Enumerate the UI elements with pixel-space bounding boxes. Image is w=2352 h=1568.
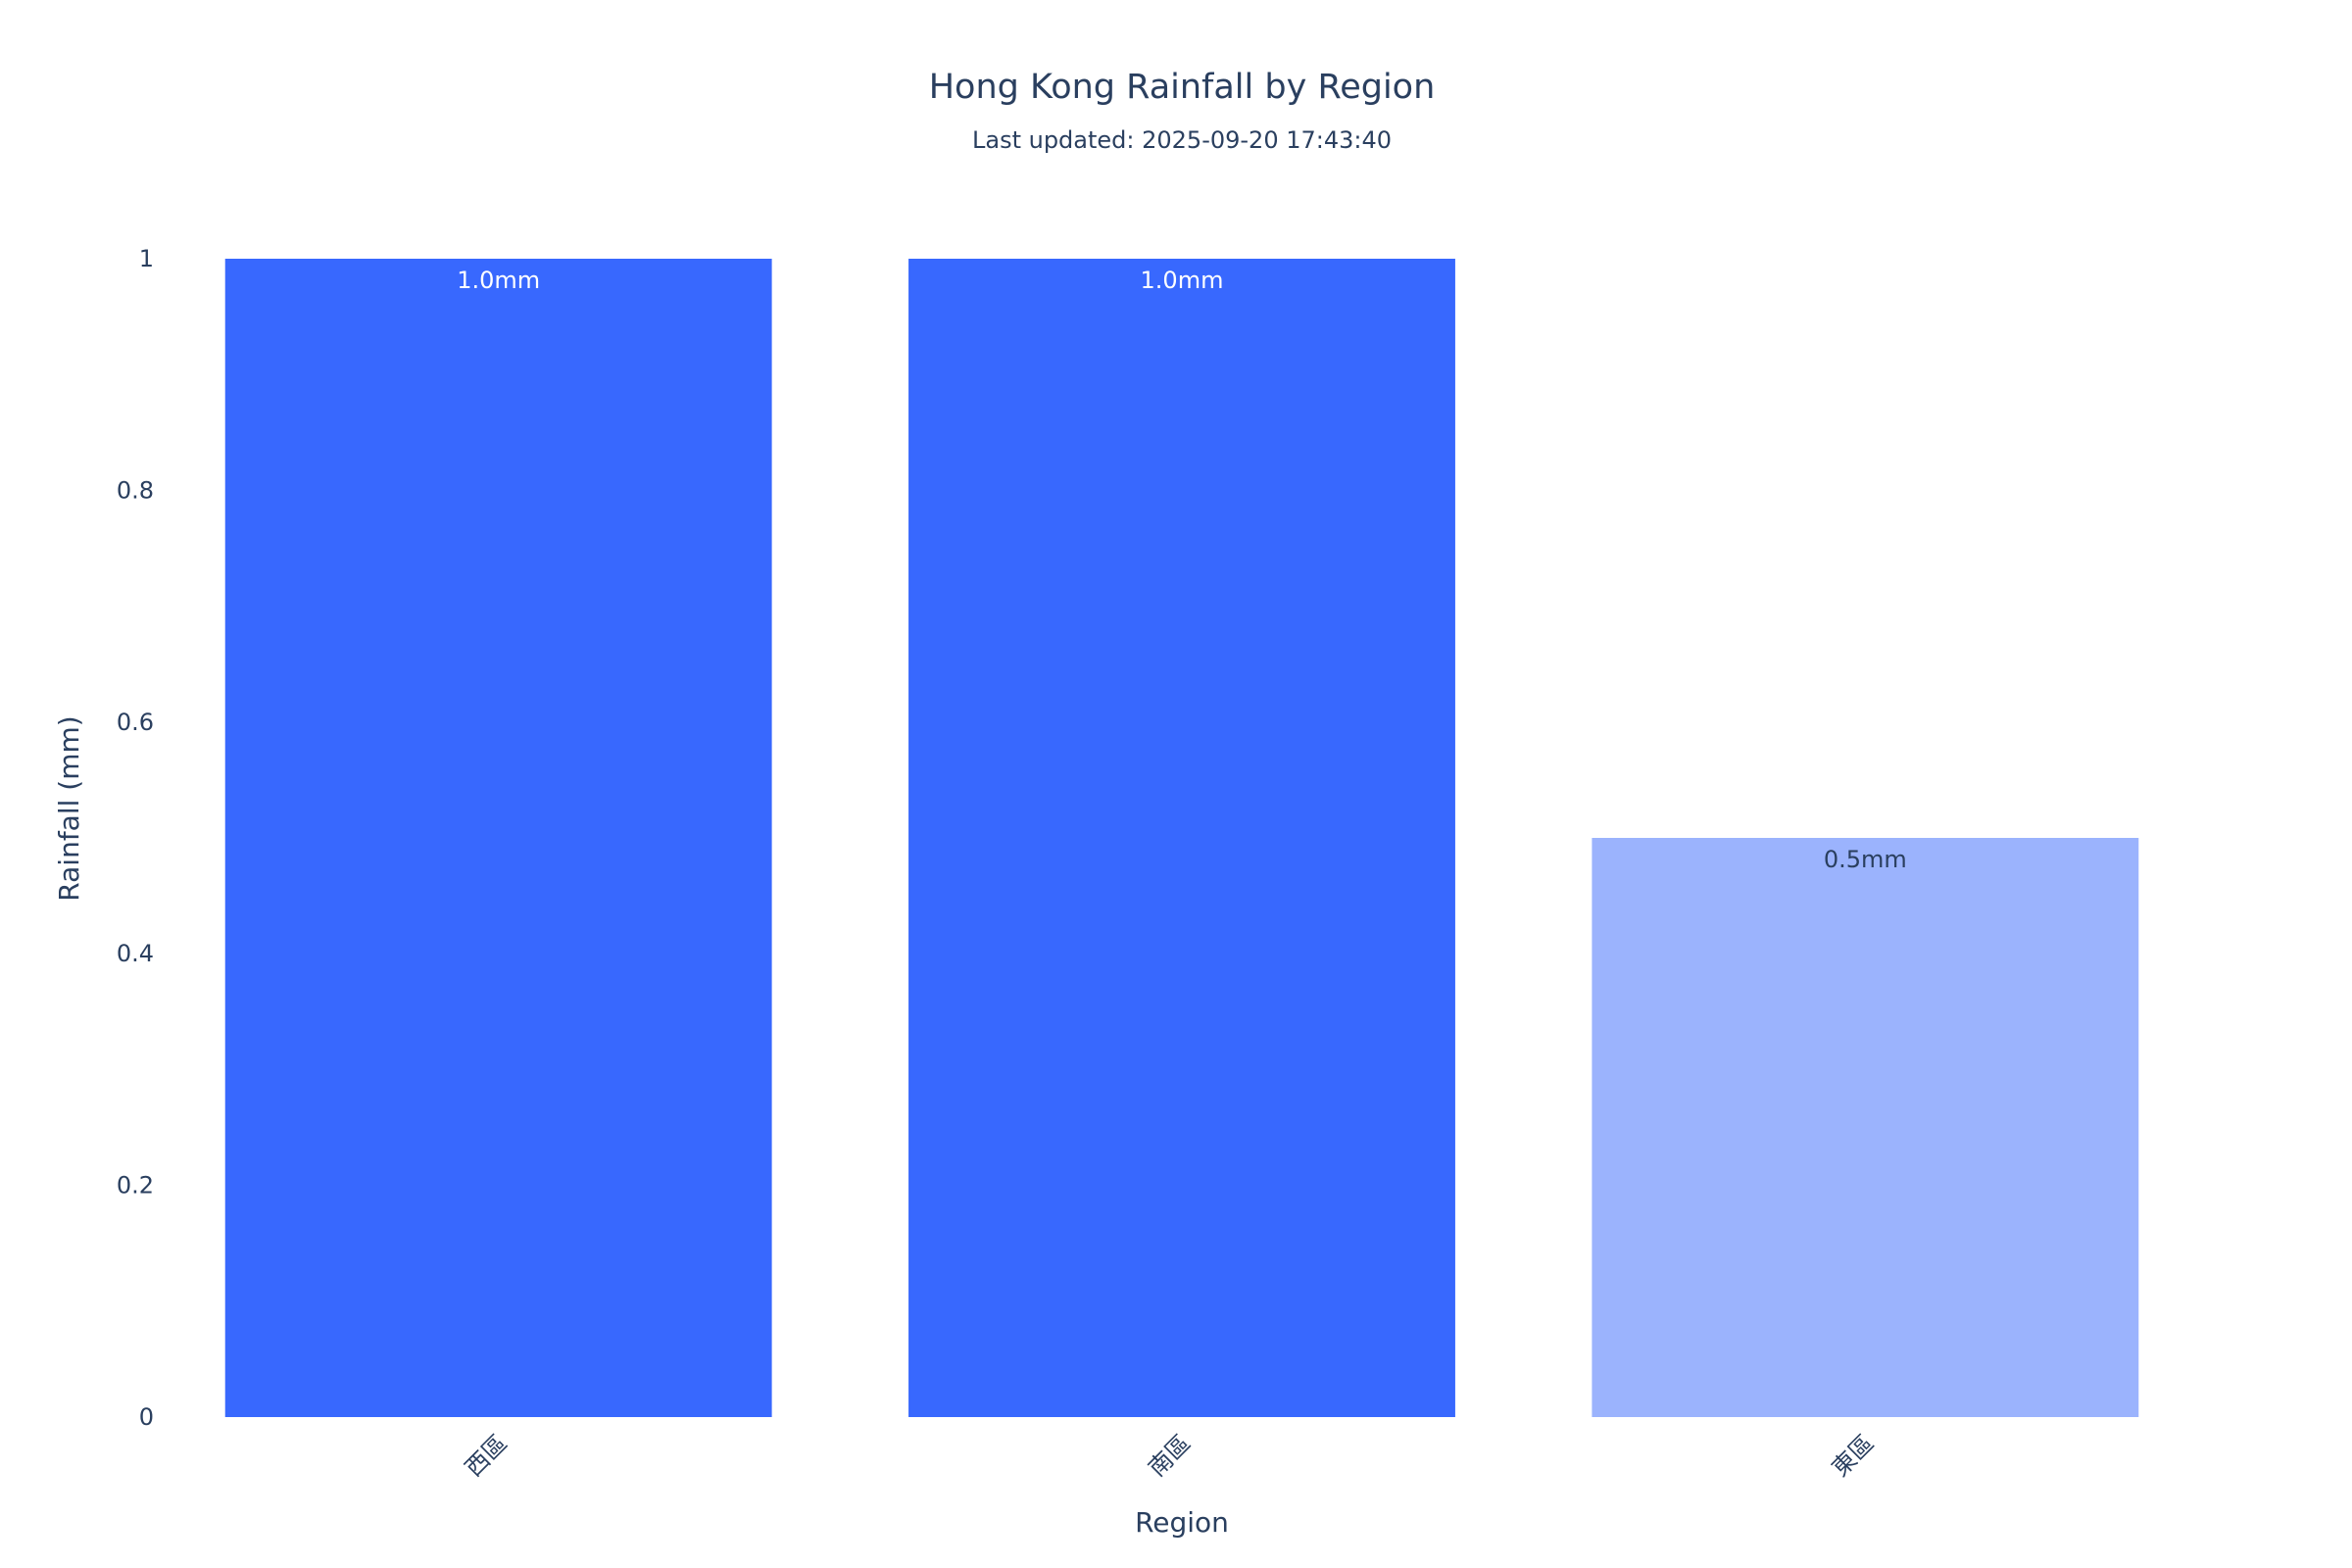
x-axis-ticks: 西區 南區 東區 bbox=[460, 1429, 1879, 1482]
bar-data-labels: 1.0mm 1.0mm 0.5mm bbox=[457, 267, 1907, 873]
y-tick-label: 0.8 bbox=[117, 476, 154, 504]
y-tick-label: 0.2 bbox=[117, 1172, 154, 1200]
y-tick-label: 0.4 bbox=[117, 940, 154, 967]
x-tick-label: 東區 bbox=[1827, 1429, 1880, 1482]
y-tick-label: 0.6 bbox=[117, 709, 154, 736]
y-tick-label: 0 bbox=[139, 1403, 154, 1431]
y-axis-title: Rainfall (mm) bbox=[53, 715, 85, 901]
bar bbox=[224, 259, 772, 1417]
y-axis-ticks: 0 0.2 0.4 0.6 0.8 1 bbox=[117, 245, 154, 1431]
bar-data-label: 0.5mm bbox=[1824, 846, 1907, 873]
bars-group bbox=[224, 259, 2139, 1417]
bar bbox=[1592, 838, 2139, 1417]
bar-data-label: 1.0mm bbox=[457, 267, 540, 294]
y-tick-label: 1 bbox=[139, 245, 154, 272]
bar-data-label: 1.0mm bbox=[1141, 267, 1224, 294]
x-axis-title: Region bbox=[1135, 1506, 1229, 1539]
x-tick-label: 南區 bbox=[1144, 1429, 1197, 1482]
bar bbox=[908, 259, 1455, 1417]
chart-title: Hong Kong Rainfall by Region bbox=[929, 68, 1436, 107]
x-tick-label: 西區 bbox=[460, 1429, 513, 1482]
chart-subtitle: Last updated: 2025-09-20 17:43:40 bbox=[972, 126, 1392, 154]
